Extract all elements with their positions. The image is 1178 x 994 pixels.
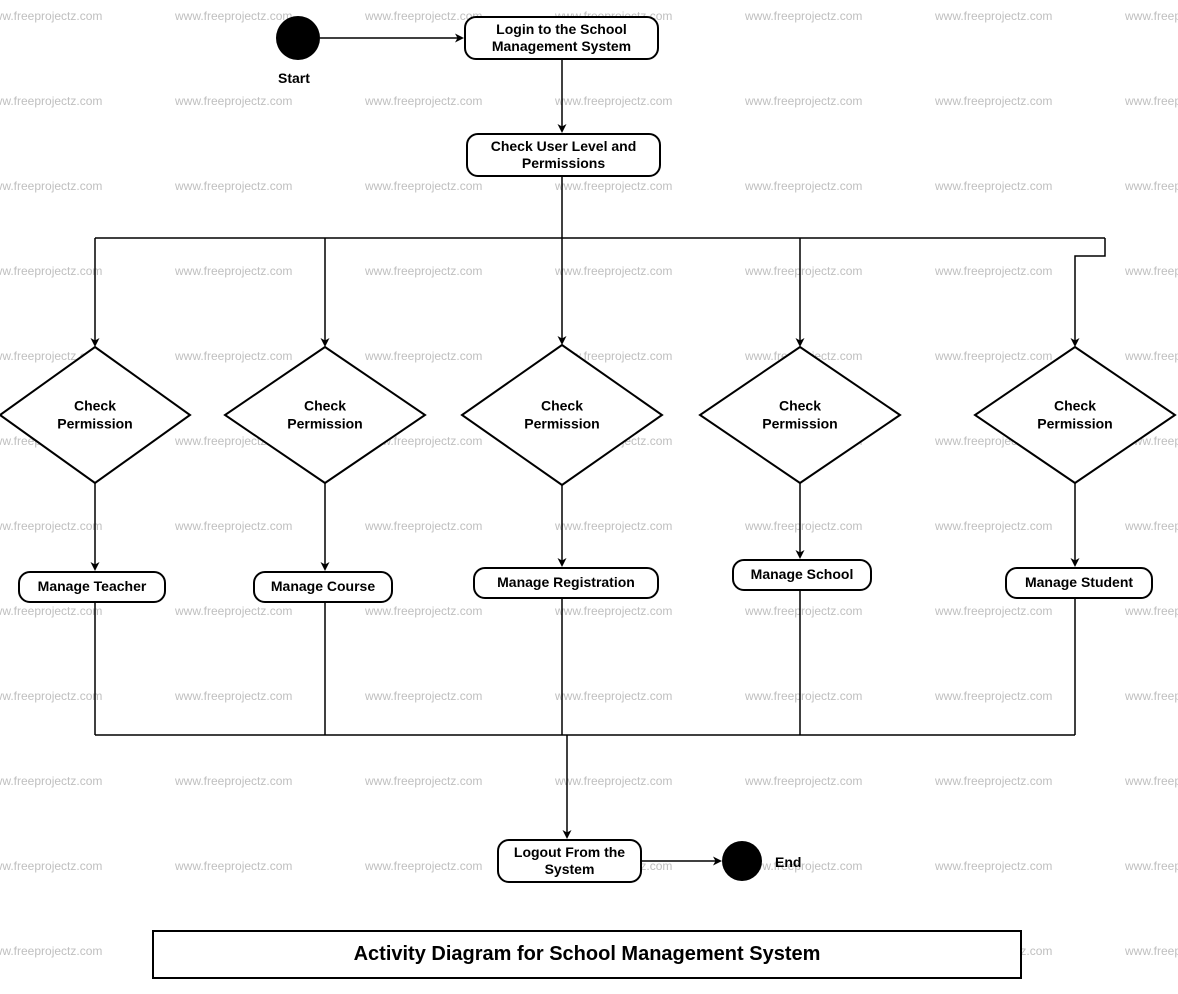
decision-label-2: CheckPermission: [287, 398, 362, 433]
start-label: Start: [278, 70, 310, 86]
start-node: [276, 16, 320, 60]
end-node: [722, 841, 762, 881]
node-check-user-level: Check User Level and Permissions: [466, 133, 661, 177]
node-login: Login to the School Management System: [464, 16, 659, 60]
node-manage-course: Manage Course: [253, 571, 393, 603]
decision-label-1: CheckPermission: [57, 398, 132, 433]
node-manage-student: Manage Student: [1005, 567, 1153, 599]
diagram-title: Activity Diagram for School Management S…: [152, 930, 1022, 979]
node-manage-school: Manage School: [732, 559, 872, 591]
node-manage-teacher: Manage Teacher: [18, 571, 166, 603]
node-logout: Logout From the System: [497, 839, 642, 883]
decision-label-4: CheckPermission: [762, 398, 837, 433]
end-label: End: [775, 854, 801, 870]
decision-label-3: CheckPermission: [524, 398, 599, 433]
node-manage-registration: Manage Registration: [473, 567, 659, 599]
decision-label-5: CheckPermission: [1037, 398, 1112, 433]
